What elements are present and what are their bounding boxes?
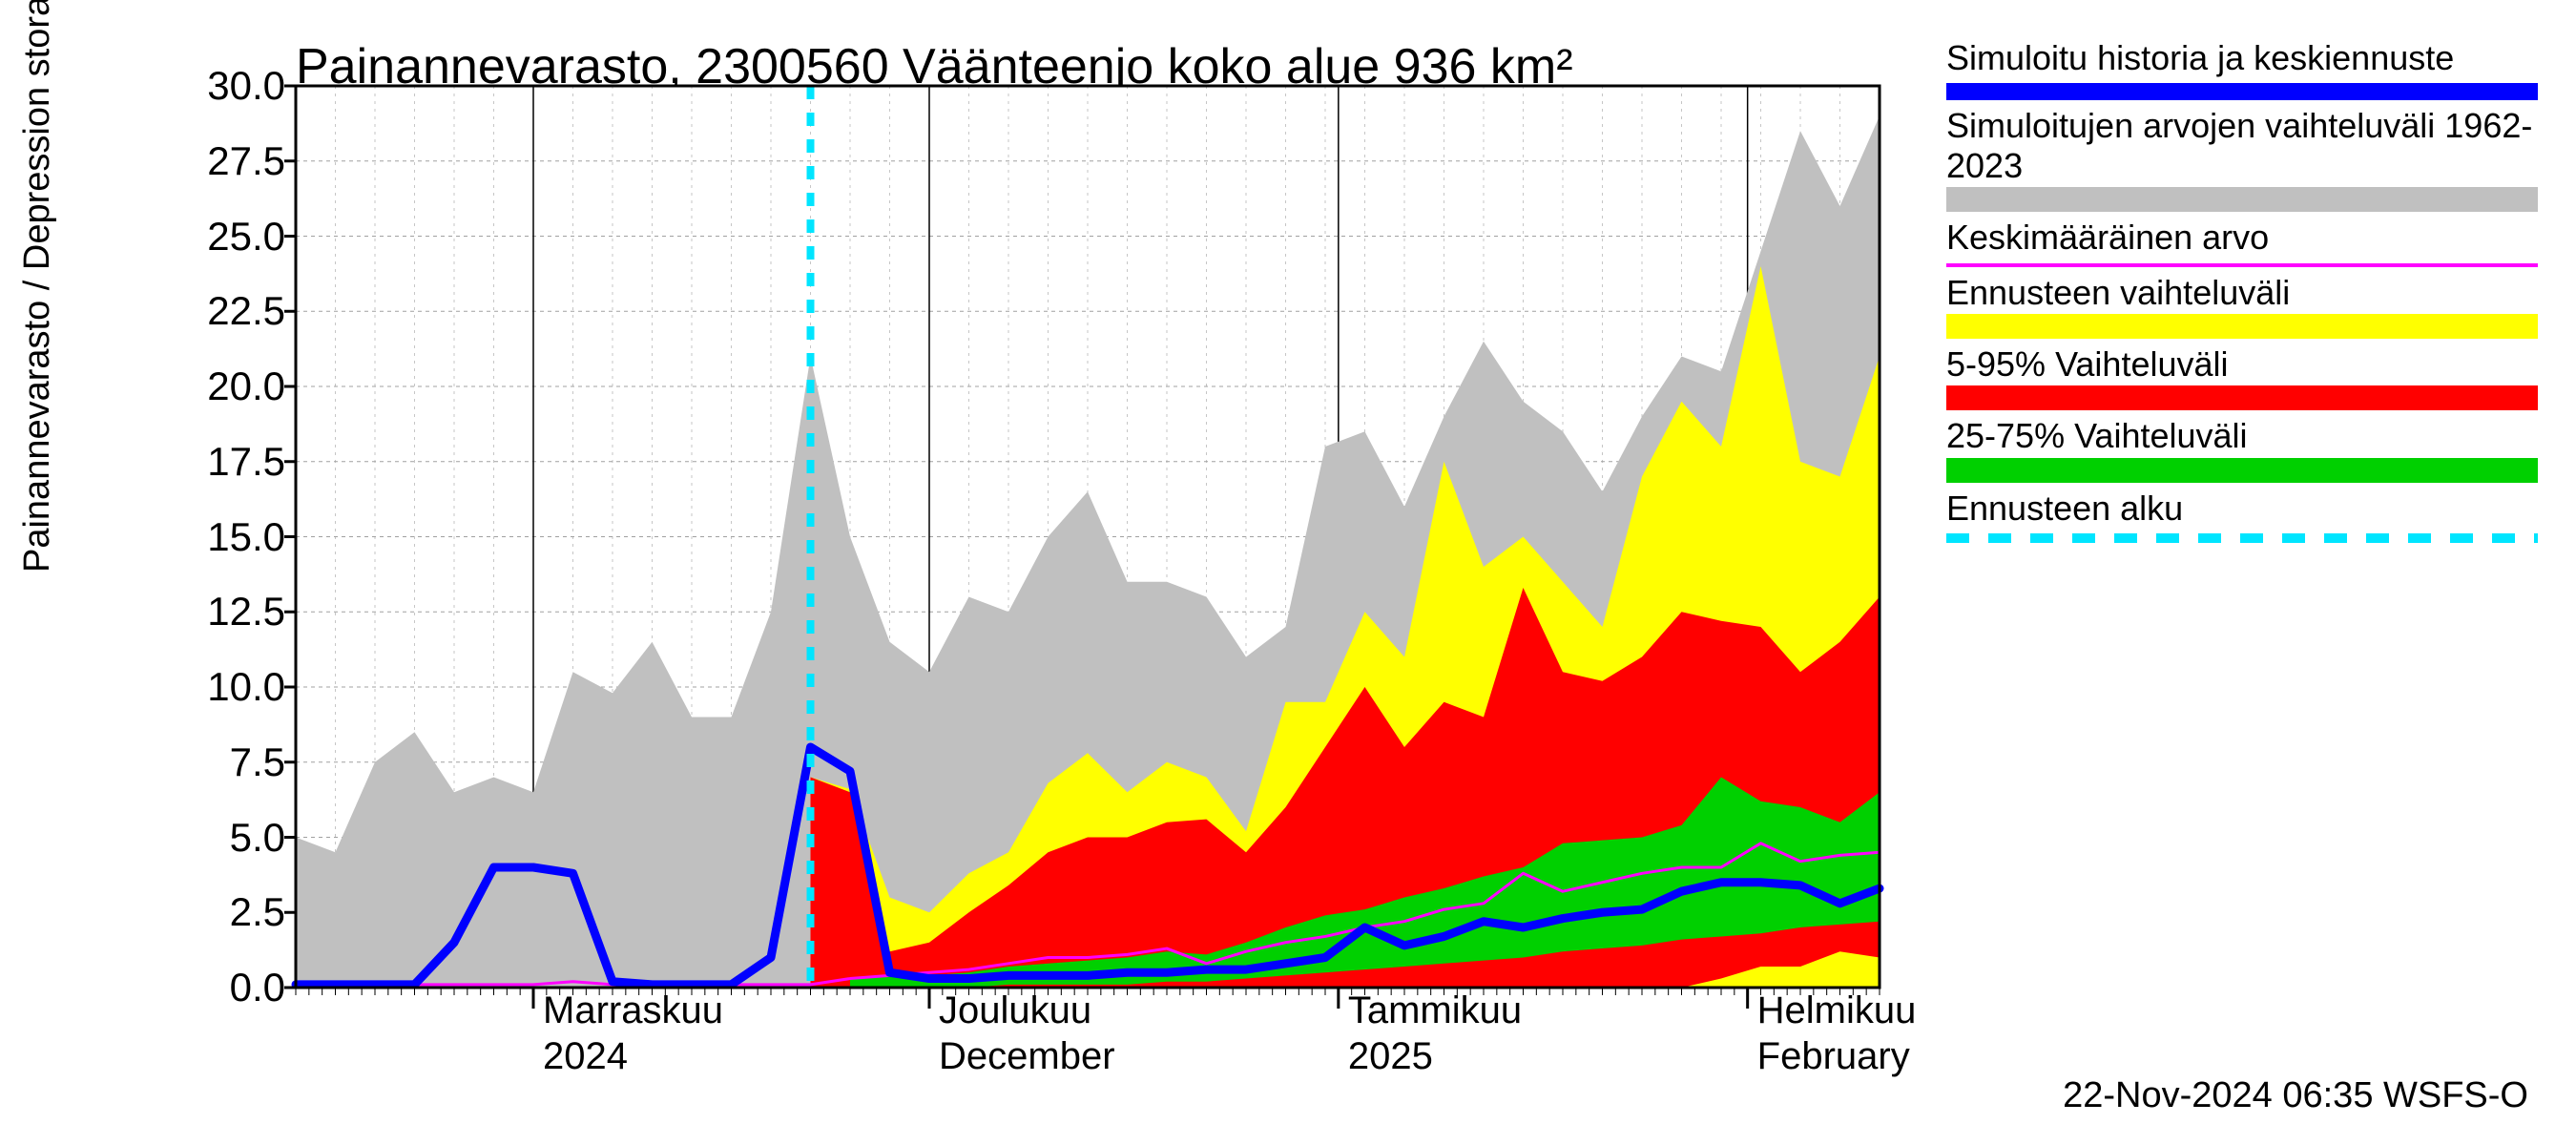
y-axis-label: Painannevarasto / Depression storage mm xyxy=(17,0,58,572)
x-tick: Marraskuu2024 xyxy=(543,988,723,1079)
chart-container: Painannevarasto / Depression storage mm … xyxy=(0,0,2576,1145)
legend-label: 25-75% Vaihteluväli xyxy=(1946,416,2538,455)
legend: Simuloitu historia ja keskiennuste Simulo… xyxy=(1946,38,2538,549)
legend-swatch xyxy=(1946,263,2538,267)
legend-label: Ennusteen alku xyxy=(1946,489,2538,528)
legend-swatch xyxy=(1946,83,2538,100)
y-tick: 30.0 xyxy=(171,63,285,109)
legend-entry: 5-95% Vaihteluväli xyxy=(1946,344,2538,410)
y-tick: 10.0 xyxy=(171,664,285,710)
y-tick-labels: 0.02.55.07.510.012.515.017.520.022.525.0… xyxy=(172,86,286,988)
y-tick: 7.5 xyxy=(171,739,285,785)
legend-entry: 25-75% Vaihteluväli xyxy=(1946,416,2538,482)
x-tick-labels: Marraskuu2024 JoulukuuDecember Tammikuu202… xyxy=(296,988,1880,1102)
y-tick: 2.5 xyxy=(171,889,285,935)
legend-swatch xyxy=(1946,458,2538,483)
y-tick: 15.0 xyxy=(171,514,285,560)
y-tick: 25.0 xyxy=(171,214,285,260)
legend-entry: Ennusteen vaihteluväli xyxy=(1946,273,2538,339)
legend-entry: Keskimääräinen arvo xyxy=(1946,218,2538,266)
legend-label: Simuloitu historia ja keskiennuste xyxy=(1946,38,2538,77)
y-tick: 17.5 xyxy=(171,439,285,485)
y-tick: 5.0 xyxy=(171,815,285,861)
y-tick: 20.0 xyxy=(171,364,285,409)
x-tick: HelmikuuFebruary xyxy=(1757,988,1917,1079)
plot-area xyxy=(296,86,1880,988)
timestamp-label: 22-Nov-2024 06:35 WSFS-O xyxy=(2063,1075,2528,1116)
y-tick: 22.5 xyxy=(171,288,285,334)
x-tick: JoulukuuDecember xyxy=(939,988,1115,1079)
legend-label: Simuloitujen arvojen vaihteluväli 1962-2… xyxy=(1946,106,2538,185)
x-tick: Tammikuu2025 xyxy=(1348,988,1522,1079)
legend-swatch xyxy=(1946,314,2538,339)
legend-entry: Ennusteen alku xyxy=(1946,489,2538,543)
legend-swatch xyxy=(1946,533,2538,543)
legend-entry: Simuloitujen arvojen vaihteluväli 1962-2… xyxy=(1946,106,2538,212)
y-tick: 27.5 xyxy=(171,138,285,184)
legend-swatch xyxy=(1946,385,2538,410)
y-tick: 12.5 xyxy=(171,589,285,635)
legend-entry: Simuloitu historia ja keskiennuste xyxy=(1946,38,2538,100)
y-tick: 0.0 xyxy=(171,965,285,1010)
legend-label: Ennusteen vaihteluväli xyxy=(1946,273,2538,312)
legend-label: 5-95% Vaihteluväli xyxy=(1946,344,2538,384)
legend-swatch xyxy=(1946,187,2538,212)
legend-label: Keskimääräinen arvo xyxy=(1946,218,2538,257)
